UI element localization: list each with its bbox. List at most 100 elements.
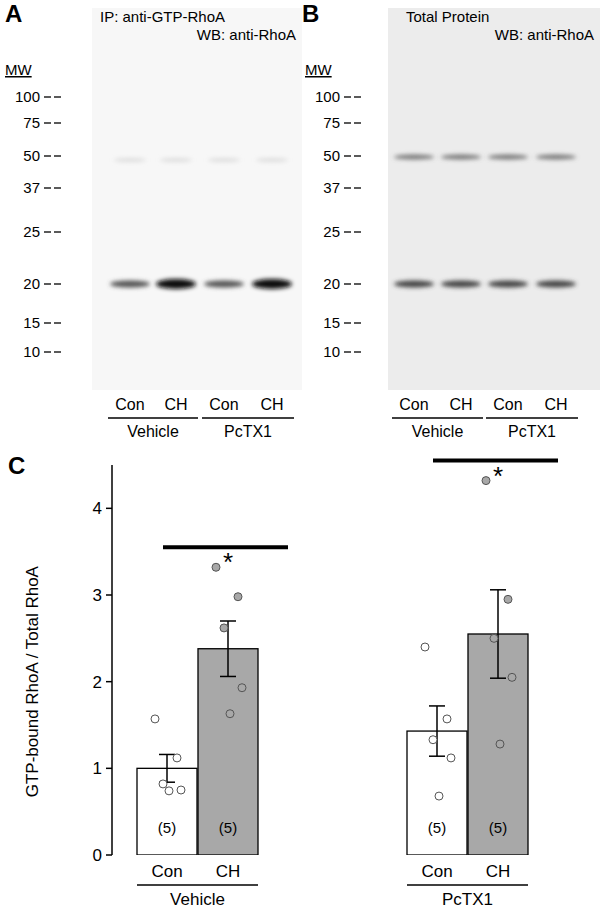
mw-dash <box>54 155 61 156</box>
mw-dash <box>344 231 351 232</box>
blot-band <box>488 281 528 288</box>
blot-band <box>160 158 192 162</box>
y-axis-label: GTP-bound RhoA / Total RhoA <box>23 565 42 797</box>
blot-band <box>110 281 150 288</box>
x-tick-label: Con <box>151 862 182 881</box>
mw-dash <box>44 322 51 323</box>
group-label: Vehicle <box>127 423 179 440</box>
data-point <box>508 673 516 681</box>
mw-dash <box>354 122 361 123</box>
mw-dash <box>44 351 51 352</box>
mw-value: 75 <box>23 114 40 131</box>
mw-value: 100 <box>315 88 340 105</box>
mw-dash <box>344 122 351 123</box>
group-line <box>486 417 578 418</box>
lane-label: CH <box>164 396 187 413</box>
y-tick-label: 0 <box>93 846 102 865</box>
data-point <box>165 787 173 795</box>
mw-label: MW <box>305 61 332 78</box>
mw-label: MW <box>5 61 32 78</box>
panel-label: A <box>5 0 22 27</box>
lane-label: CH <box>544 396 567 413</box>
bar <box>198 649 258 855</box>
mw-dash <box>54 231 61 232</box>
blot-band <box>488 155 528 160</box>
data-point <box>151 715 159 723</box>
mw-value: 25 <box>23 223 40 240</box>
error-bar-cap <box>220 676 236 678</box>
blot-band <box>394 155 434 160</box>
mw-dash <box>344 351 351 352</box>
mw-dash <box>54 96 61 97</box>
group-line <box>407 884 528 885</box>
mw-dash <box>354 231 361 232</box>
data-point <box>421 643 429 651</box>
mw-dash <box>44 187 51 188</box>
mw-dash <box>44 155 51 156</box>
error-bar-stem <box>166 754 168 782</box>
blot-title: WB: anti-RhoA <box>197 26 296 43</box>
data-point <box>447 754 455 762</box>
mw-dash <box>354 351 361 352</box>
data-point <box>238 684 246 692</box>
data-point <box>443 715 451 723</box>
blot-membrane <box>92 8 302 390</box>
blot-band <box>536 155 576 160</box>
blot-band <box>204 281 244 288</box>
figure: AIP: anti-GTP-RhoAWB: anti-RhoAMW1007550… <box>0 0 603 913</box>
mw-value: 10 <box>23 343 40 360</box>
n-label: (5) <box>158 819 176 836</box>
mw-value: 15 <box>23 314 40 331</box>
mw-dash <box>354 96 361 97</box>
error-bar <box>490 590 506 678</box>
mw-value: 100 <box>15 88 40 105</box>
lane-label: Con <box>493 396 522 413</box>
error-bar-cap <box>429 755 445 757</box>
blot-band <box>536 281 576 288</box>
data-point <box>234 593 242 601</box>
blot-title: IP: anti-GTP-RhoA <box>100 8 225 25</box>
mw-dash <box>54 283 61 284</box>
group-line <box>202 417 294 418</box>
data-point <box>490 634 498 642</box>
blot-band <box>114 158 146 162</box>
data-point <box>429 736 437 744</box>
mw-dash <box>344 155 351 156</box>
data-point <box>177 786 185 794</box>
mw-value: 37 <box>323 179 340 196</box>
mw-dash <box>344 283 351 284</box>
lane-label: CH <box>260 396 283 413</box>
group-label: Vehicle <box>170 890 225 909</box>
mw-dash <box>44 283 51 284</box>
y-tick-label: 2 <box>93 673 102 692</box>
data-point <box>159 780 167 788</box>
y-tick <box>106 681 112 683</box>
lane-label: Con <box>209 396 238 413</box>
mw-value: 37 <box>23 179 40 196</box>
error-bar-stem <box>497 590 499 678</box>
y-tick-label: 1 <box>93 759 102 778</box>
blot-band <box>256 158 288 162</box>
y-tick-label: 3 <box>93 586 102 605</box>
mw-dash <box>354 155 361 156</box>
blot-band <box>441 281 481 288</box>
data-point <box>173 754 181 762</box>
blot-title: Total Protein <box>406 8 489 25</box>
y-tick <box>106 768 112 770</box>
lane-label: CH <box>449 396 472 413</box>
blot-band <box>156 279 196 289</box>
mw-dash <box>44 122 51 123</box>
lane-label: Con <box>115 396 144 413</box>
data-point <box>220 624 228 632</box>
blot-band <box>441 155 481 160</box>
mw-dash <box>354 187 361 188</box>
mw-value: 15 <box>323 314 340 331</box>
x-tick-label: CH <box>216 862 241 881</box>
mw-dash <box>54 122 61 123</box>
group-label: PcTX1 <box>442 890 493 909</box>
error-bar-cap <box>490 677 506 679</box>
group-line <box>137 884 258 885</box>
y-tick-label: 4 <box>93 499 102 518</box>
mw-dash <box>54 187 61 188</box>
y-tick <box>106 594 112 596</box>
